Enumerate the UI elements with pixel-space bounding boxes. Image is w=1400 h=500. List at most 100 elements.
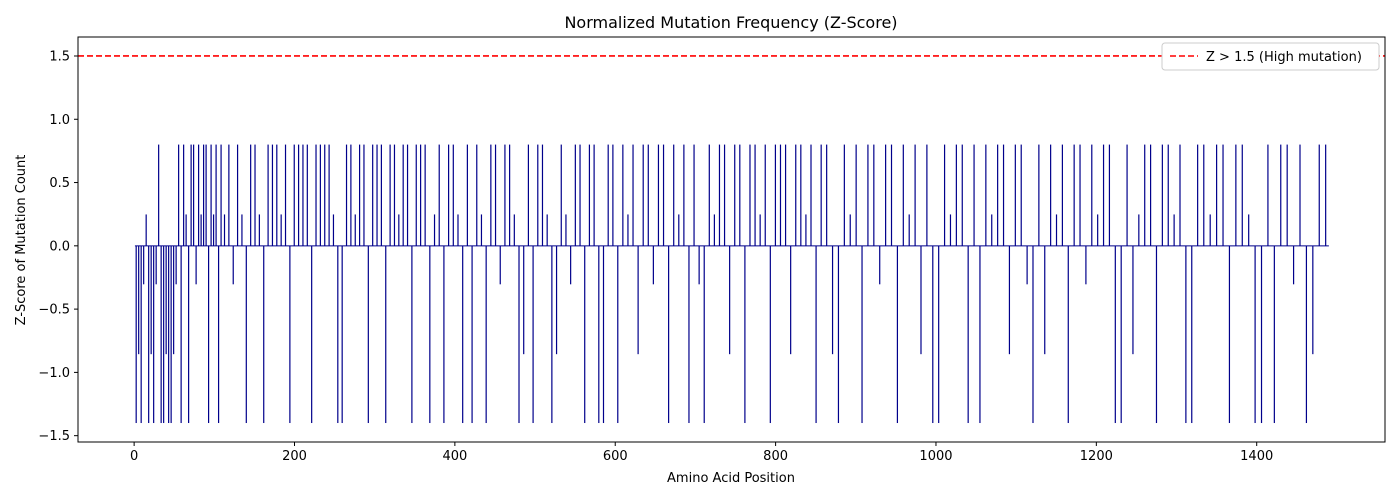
bar: [955, 144, 957, 246]
bar: [647, 144, 649, 246]
bar: [1222, 144, 1224, 246]
bar: [744, 245, 746, 424]
bar: [208, 245, 210, 424]
bar: [178, 144, 180, 246]
bar: [800, 144, 802, 246]
bar: [337, 245, 339, 424]
bar: [215, 144, 217, 246]
bar: [1038, 144, 1040, 246]
bar: [236, 144, 239, 246]
bar: [183, 144, 185, 246]
bar: [153, 245, 155, 424]
bar: [293, 144, 295, 246]
bar: [570, 245, 572, 285]
bar: [1044, 245, 1046, 355]
bar: [1055, 214, 1058, 246]
y-tick-label: 0.5: [49, 176, 70, 191]
bar: [1299, 144, 1301, 246]
bar: [1292, 245, 1295, 285]
bar: [250, 144, 252, 246]
y-tick-label: −1.5: [38, 429, 70, 444]
bar: [1203, 144, 1205, 246]
bar: [867, 144, 869, 246]
legend: Z > 1.5 (High mutation): [1161, 42, 1380, 71]
bar: [926, 144, 928, 246]
bar: [555, 245, 558, 355]
bar: [319, 144, 321, 246]
bar: [160, 245, 162, 424]
bar: [1102, 144, 1105, 246]
bar: [579, 144, 581, 246]
bar: [476, 144, 478, 246]
bar: [155, 245, 157, 285]
legend-label: Z > 1.5 (High mutation): [1206, 50, 1362, 65]
bar: [837, 245, 840, 424]
bar: [1173, 214, 1175, 246]
bar: [424, 144, 426, 246]
x-tick-label: 600: [603, 449, 628, 464]
bar: [1228, 245, 1231, 424]
bar: [398, 214, 400, 246]
bar: [774, 144, 777, 246]
bar: [389, 144, 391, 246]
bar: [1267, 144, 1269, 246]
bar: [861, 245, 863, 424]
bar: [1008, 245, 1011, 355]
bar: [1002, 144, 1005, 246]
bar: [190, 144, 192, 246]
bar: [1280, 144, 1282, 246]
bar: [991, 214, 993, 246]
bar: [245, 245, 247, 424]
bar: [1079, 144, 1081, 246]
bar: [150, 245, 152, 355]
bar: [1138, 214, 1140, 246]
bar: [1120, 245, 1122, 424]
bar: [494, 144, 497, 246]
y-axis: −1.5 −1.0 −0.5 0.0 0.5 1.0 1.5: [38, 49, 78, 444]
bar: [518, 245, 520, 424]
bar: [1050, 144, 1052, 246]
bar: [471, 245, 473, 424]
bar: [1216, 144, 1218, 246]
y-tick-label: 1.0: [49, 113, 70, 128]
bar: [739, 144, 741, 246]
bar: [908, 214, 910, 246]
bar: [790, 245, 792, 355]
bar: [345, 144, 348, 246]
bar: [949, 214, 952, 246]
bar: [734, 144, 736, 246]
bar: [466, 144, 468, 246]
x-tick-label: 1000: [919, 449, 952, 464]
bar: [673, 144, 675, 246]
x-tick-label: 0: [130, 449, 138, 464]
bar: [328, 144, 330, 246]
bar: [632, 144, 634, 246]
bar: [1286, 144, 1288, 246]
bar: [280, 214, 282, 246]
bar: [306, 144, 308, 246]
bar: [574, 144, 576, 246]
bar: [163, 245, 165, 424]
bar: [584, 245, 586, 424]
bar: [1132, 245, 1134, 355]
bar: [438, 144, 440, 246]
bar: [831, 245, 834, 355]
bar: [271, 144, 274, 246]
bar: [805, 214, 807, 246]
bar: [143, 245, 145, 285]
bar: [188, 245, 190, 424]
bar: [210, 144, 212, 246]
bar: [1126, 144, 1128, 246]
y-tick-label: −1.0: [38, 366, 70, 381]
x-tick-label: 1400: [1240, 449, 1273, 464]
bar: [523, 245, 525, 355]
bar: [713, 214, 715, 246]
bar: [205, 144, 207, 246]
bar: [341, 245, 343, 424]
bar: [607, 144, 609, 246]
bar: [1235, 144, 1237, 246]
bar: [254, 144, 256, 246]
bar: [433, 214, 436, 246]
bar: [393, 144, 396, 246]
